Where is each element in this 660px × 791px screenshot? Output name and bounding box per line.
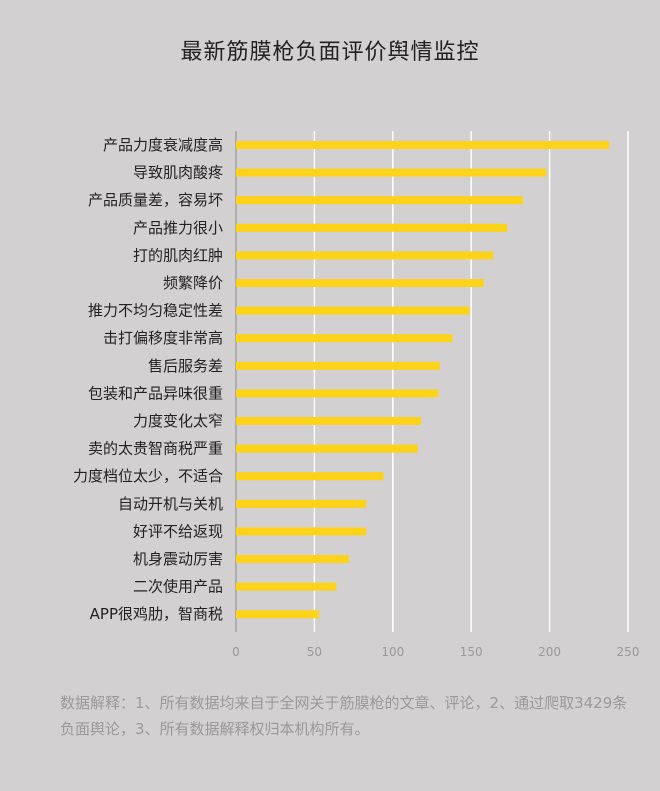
bar <box>236 251 494 260</box>
category-label: 机身震动厉害 <box>133 550 223 568</box>
category-label: 推力不均匀稳定性差 <box>88 302 223 320</box>
bar <box>236 499 367 508</box>
bar <box>236 389 439 398</box>
x-tick-label: 50 <box>307 645 322 659</box>
data-note: 数据解释：1、所有数据均来自于全网关于筋膜枪的文章、评论，2、通过爬取3429条… <box>60 694 628 738</box>
category-label: 打的肌肉红肿 <box>133 246 223 264</box>
category-label: 包装和产品异味很重 <box>88 384 223 402</box>
x-tick-label: 150 <box>460 645 483 659</box>
category-label: 好评不给返现 <box>133 522 223 540</box>
category-label: 产品质量差，容易坏 <box>88 191 223 209</box>
category-label: 力度档位太少，不适合 <box>73 467 223 485</box>
bar <box>236 610 320 619</box>
category-label: 频繁降价 <box>163 274 223 292</box>
chart-title: 最新筋膜枪负面评价舆情监控 <box>180 40 480 65</box>
bar <box>236 223 508 232</box>
category-label: 击打偏移度非常高 <box>103 329 223 347</box>
bar <box>236 555 349 563</box>
bar <box>236 582 337 591</box>
bar <box>236 279 484 287</box>
x-tick-label: 100 <box>381 645 404 659</box>
bar <box>236 444 418 453</box>
bar <box>236 361 440 370</box>
category-label: 二次使用产品 <box>133 578 223 596</box>
bar <box>236 141 610 149</box>
category-label: 导致肌肉酸疼 <box>133 164 223 182</box>
bar <box>236 196 523 205</box>
bar <box>236 334 453 343</box>
bar <box>236 527 367 536</box>
category-label: 力度变化太窄 <box>133 412 223 430</box>
category-label: 售后服务差 <box>148 357 223 375</box>
x-tick-label: 200 <box>538 645 561 659</box>
x-tick-label: 0 <box>232 645 240 659</box>
bar <box>236 306 470 315</box>
category-label: APP很鸡肋，智商税 <box>90 605 223 623</box>
bar <box>236 472 384 481</box>
x-tick-label: 250 <box>617 645 640 659</box>
category-label: 产品力度衰减度高 <box>103 136 223 154</box>
category-label: 自动开机与关机 <box>118 495 223 513</box>
category-label: 产品推力很小 <box>133 219 223 237</box>
bar-chart: 0 50 100 150 200 250 产品力度衰减度高导致肌肉酸疼产品质量差，容易坏产品… <box>73 131 640 659</box>
bar <box>236 417 422 425</box>
category-label: 卖的太贵智商税严重 <box>88 440 223 458</box>
bar <box>236 168 547 177</box>
